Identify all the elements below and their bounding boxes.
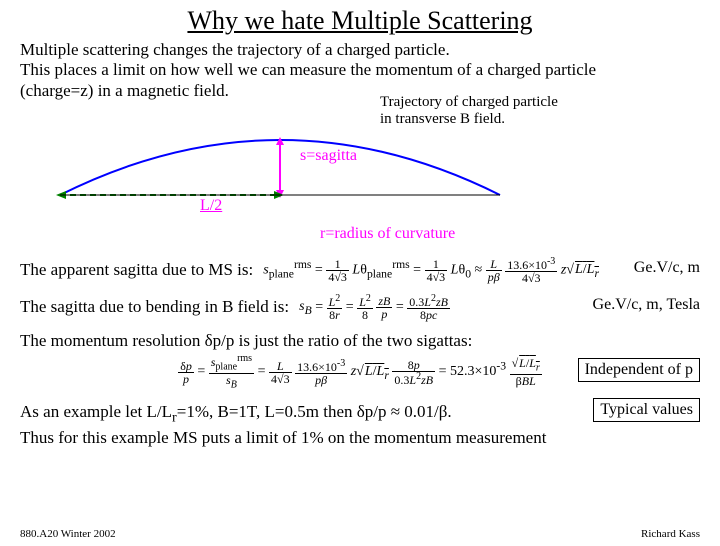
b-units: Ge.V/c, m, Tesla [593,296,700,314]
typical-box: Typical values [593,398,700,422]
intro-line1: Multiple scattering changes the trajecto… [20,40,450,59]
ms-equation: splanerms = 14√3 Lθplanerms = 14√3 Lθ0 ≈… [263,257,599,284]
footer-left: 880.A20 Winter 2002 [20,528,116,540]
b-text: The sagitta due to bending in B field is… [20,297,289,317]
figure-area: s=sagitta L/2 [0,105,720,225]
page-title: Why we hate Multiple Scattering [0,6,720,36]
intro-line3: (charge=z) in a magnetic field. [20,81,229,101]
radius-label: r=radius of curvature [320,225,720,243]
independent-box: Independent of p [578,358,700,382]
ms-text: The apparent sagitta due to MS is: [20,260,253,280]
example-text-a: As an example let L/L [20,402,172,421]
example-line2: Thus for this example MS puts a limit of… [20,428,700,448]
b-equation: sB = L28r = L28 zBp = 0.3L2zB8pc [299,294,450,321]
ratio-equation: δpp = splanermssB = L4√3 13.6×10-3pβ z√L… [178,354,542,390]
diagram-svg [0,105,720,225]
ratio-text: The momentum resolution δp/p is just the… [20,331,700,351]
intro-paragraph: Multiple scattering changes the trajecto… [20,40,700,101]
ms-units: Ge.V/c, m [634,259,700,277]
example-text-b: =1%, B=1T, L=0.5m then δp/p ≈ 0.01/β. [177,402,452,421]
footer-right: Richard Kass [641,528,700,540]
sagitta-label: s=sagitta [300,147,357,165]
l2-label: L/2 [200,197,222,215]
intro-line2: This places a limit on how well we can m… [20,60,596,79]
